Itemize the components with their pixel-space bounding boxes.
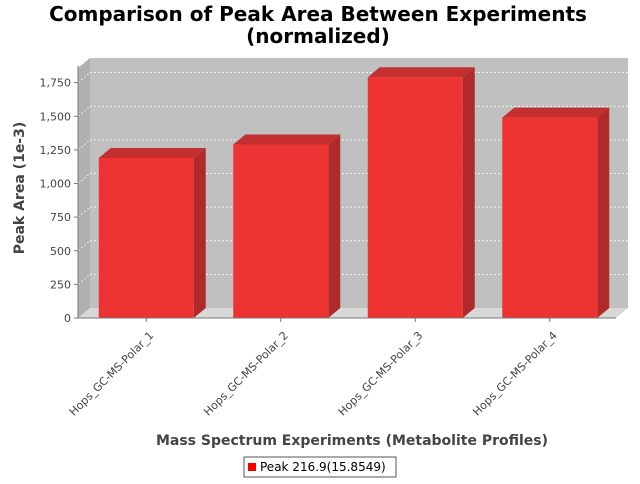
chart-subtitle: (normalized) xyxy=(246,24,390,48)
bar-side xyxy=(328,134,341,318)
bar-side xyxy=(597,107,610,318)
gridline xyxy=(77,274,91,285)
x-tick-label: Hops_GC-MS-Polar_2 xyxy=(201,329,291,419)
legend-swatch xyxy=(248,463,256,471)
y-tick-label: 500 xyxy=(50,245,71,258)
x-tick-label: Hops_GC-MS-Polar_3 xyxy=(336,329,426,419)
bar xyxy=(367,77,463,319)
plot-back-wall-edge xyxy=(78,58,90,318)
plot-background xyxy=(90,58,628,308)
bar-top xyxy=(367,67,475,78)
bar xyxy=(502,117,598,318)
legend: Peak 216.9(15.8549) xyxy=(243,456,397,478)
bar xyxy=(98,157,194,318)
bar-top xyxy=(502,107,610,118)
plot-floor xyxy=(78,308,628,318)
legend-box xyxy=(243,456,397,478)
x-axis-label: Mass Spectrum Experiments (Metabolite Pr… xyxy=(156,433,548,449)
y-tick-label: 1,250 xyxy=(40,144,72,157)
gridline xyxy=(77,105,91,117)
gridline xyxy=(77,206,91,218)
gridline xyxy=(77,139,91,151)
gridline xyxy=(77,240,91,252)
gridline xyxy=(77,72,91,83)
y-axis: 0 250 500 750 1,000 1,250 1,500 1,750 xyxy=(40,65,79,325)
y-tick-label: 750 xyxy=(50,211,71,224)
bars xyxy=(98,67,610,319)
bar-side xyxy=(193,147,206,318)
x-tick-label: Hops_GC-MS-Polar_1 xyxy=(67,329,157,419)
bar-side xyxy=(462,67,475,319)
bar-top xyxy=(233,134,341,145)
y-tick-label: 1,750 xyxy=(40,77,72,90)
y-axis-label: Peak Area (1e-3) xyxy=(12,122,28,255)
bar-top xyxy=(98,147,206,158)
gridline xyxy=(77,173,91,184)
y-tick-label: 250 xyxy=(50,278,71,291)
bar xyxy=(233,144,329,318)
legend-label: Peak 216.9(15.8549) xyxy=(260,460,386,474)
x-axis: Hops_GC-MS-Polar_1 Hops_GC-MS-Polar_2 Hops… xyxy=(67,317,616,419)
y-tick-label: 0 xyxy=(64,312,71,325)
y-tick-label: 1,500 xyxy=(40,110,72,123)
y-tick-label: 1,000 xyxy=(40,178,72,191)
x-tick-label: Hops_GC-MS-Polar_4 xyxy=(470,329,560,419)
chart-title: Comparison of Peak Area Between Experime… xyxy=(49,2,587,26)
